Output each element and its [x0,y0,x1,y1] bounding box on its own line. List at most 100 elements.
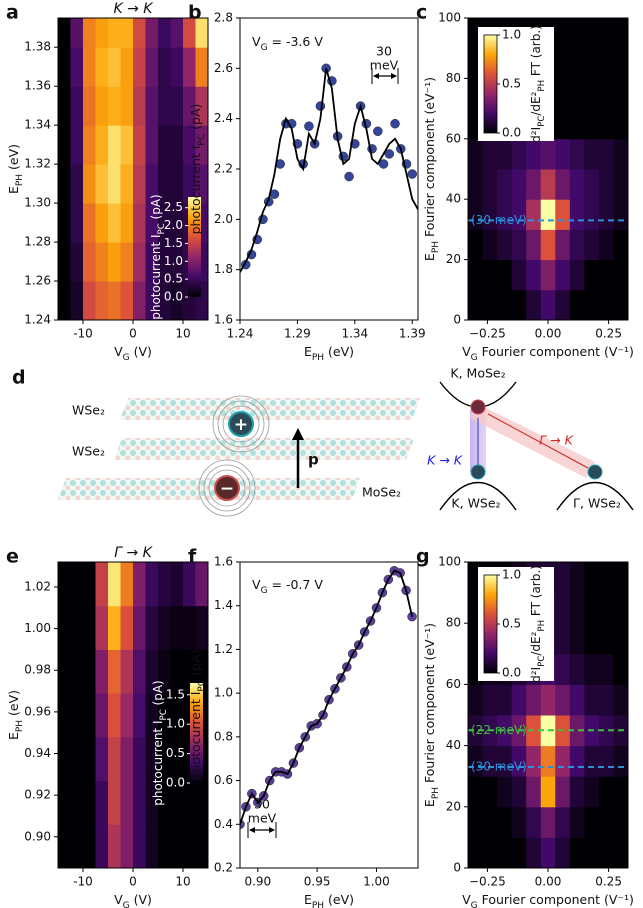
x-axis-label-part: E [304,344,312,359]
heatmap-cell [497,776,513,808]
y-axis-label-part: E [6,732,21,740]
heatmap-cell [569,18,585,49]
layer-label: MoSe₂ [362,485,401,500]
heatmap-cell [83,242,96,282]
fit-line [240,569,413,825]
y-tick-label: 20 [446,799,461,813]
heatmap-cell [145,242,159,282]
layer-label: WSe₂ [72,403,105,418]
heatmap-cell [158,281,171,320]
heatmap-cell [195,18,208,48]
y-axis-label-part: (pA) [188,104,203,134]
heatmap-cell [120,605,134,650]
y-tick-label: 2.4 [214,111,233,125]
heatmap-cell [468,715,484,747]
arrowhead [391,73,397,79]
heatmap-cell [108,125,121,165]
heatmap-cell [133,164,146,204]
heatmap-cell [511,745,527,777]
x-tick-label: 0.25 [595,327,622,341]
y-axis-label-part: (pA) [188,650,203,680]
heatmap-cell [598,108,614,140]
heatmap-cell [58,281,71,320]
heatmap-cell [183,47,196,87]
heatmap-cell [598,199,614,230]
heatmap-cell [598,562,614,594]
heatmap-cell [598,806,614,838]
x-axis-label-part: PH [312,901,324,908]
heatmap-cell [70,736,84,782]
heatmap-cell [540,837,556,868]
electron-sign: − [220,479,234,499]
heatmap-cell [183,125,196,165]
heatmap-cell [70,242,84,282]
heatmap-cell [555,562,571,594]
heatmap-cell [120,18,134,48]
heatmap-cell [170,693,184,738]
y-axis-label: EPH Fourier component (eV⁻¹) [422,623,441,807]
band-label: K, MoSe₂ [450,366,505,381]
heatmap-cell [133,736,146,782]
heatmap-cell [497,169,513,200]
heatmap-cell [158,242,171,282]
colorbar-tick-label: 0.0 [164,290,183,304]
heatmap-cell [598,623,614,655]
colorbar-label-part: (pA) [149,194,163,223]
heatmap-cell [482,684,498,716]
band-hole [587,464,603,480]
heatmap-cell [120,164,134,204]
heatmap-cell [58,736,71,782]
heatmap-cell [70,693,84,738]
heatmap-cell [183,86,196,126]
heatmap-cell [170,605,184,650]
heatmap-cell [526,289,542,320]
heatmap-cell [598,259,614,291]
heatmap-cell [468,259,484,291]
x-axis-label-part: G [471,353,478,363]
colorbar-tick-label: 2.5 [164,200,183,214]
heatmap-cell [58,780,71,825]
x-tick-label: 0 [129,327,137,341]
heatmap-cell [145,780,159,825]
heatmap-cell [555,776,571,808]
x-tick-label: 1.39 [399,327,426,341]
x-axis-label-part: PH [312,353,324,363]
y-tick-label: 0.6 [214,773,233,787]
y-tick-label: 0.92 [24,788,51,802]
heatmap-cell [120,824,134,868]
heatmap-cell [584,138,600,170]
heatmap-cell [497,745,513,777]
heatmap-cell [584,48,600,79]
heatmap-cell [482,138,498,170]
colorbar-tick-label: 0.5 [164,272,183,286]
annotation-part: = -3.6 V [268,34,324,49]
heatmap-cell [598,289,614,320]
heatmap-cell [158,203,171,243]
heatmap-cell [195,86,208,126]
heatmap-cell [482,169,498,200]
plot [240,565,417,830]
heatmap-cell [133,18,146,48]
heatmap-cell [468,837,484,868]
heatmap-cell [170,125,184,165]
y-tick-label: 1.36 [24,79,51,93]
heatmap-cell [158,780,171,825]
y-tick-label: 0 [453,313,461,327]
heatmap-cell [95,693,109,738]
heatmap-cell [526,259,542,291]
heatmap-cell [58,203,71,243]
heatmap-cell [170,203,184,243]
heatmap-cell [511,229,527,261]
heatmap-cell [95,824,109,868]
heatmap-cell [83,780,96,825]
y-axis-label-part: photocurrent I [188,692,203,781]
heatmap-cell [195,164,208,204]
colorbar-label-part: PC [159,709,169,720]
x-tick-label: -10 [73,327,93,341]
heatmap-cell [555,684,571,716]
x-tick-label: 10 [175,327,190,341]
heatmap-cell [526,684,542,716]
heatmap-cell [83,164,96,204]
heatmap-cell [613,169,628,200]
heatmap-cell [497,289,513,320]
